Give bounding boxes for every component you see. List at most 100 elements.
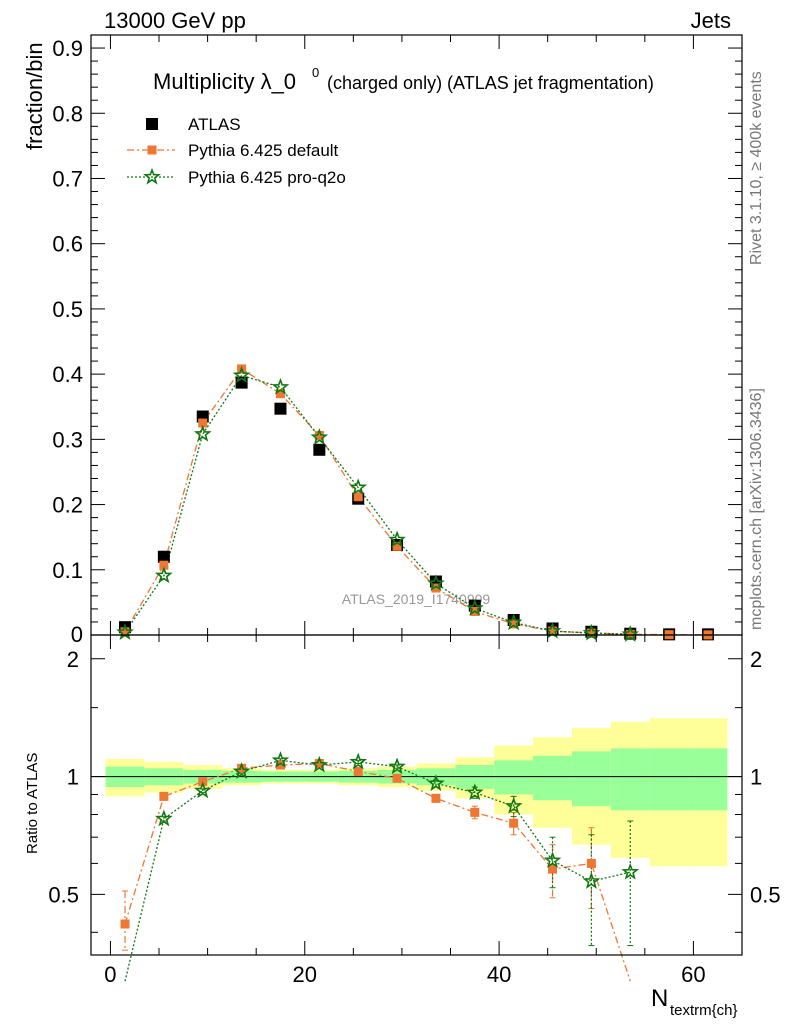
chart-title: Multiplicity λ_0 0 (charged only) (ATLAS… — [153, 65, 654, 94]
main-y-tick-label: 0.9 — [52, 36, 83, 61]
legend-marker-2 — [143, 167, 161, 185]
main-data-point-1 — [314, 430, 324, 440]
main-data-point-1 — [392, 541, 402, 551]
ratio-data-point-0 — [120, 919, 130, 929]
main-series-line-1 — [124, 368, 709, 636]
ratio-data-point-0 — [237, 763, 247, 773]
main-data-point-1 — [159, 560, 169, 570]
ratio-y-tick-label-left: 0.5 — [48, 882, 79, 907]
main-y-tick-label: 0.5 — [52, 297, 83, 322]
main-data-point-2 — [155, 566, 173, 584]
main-data-point-2 — [232, 366, 251, 383]
main-data-point-1 — [120, 627, 130, 637]
ratio-data-point-0 — [470, 807, 480, 817]
main-y-zero-label: 0 — [71, 622, 83, 647]
x-tick-label: 0 — [104, 962, 116, 987]
main-data-point-1 — [509, 619, 519, 629]
ratio-data-point-0 — [275, 760, 285, 770]
ratio-uncertainty-bands — [91, 718, 742, 867]
ratio-data-point-1 — [232, 762, 251, 780]
x-tick-label: 20 — [293, 962, 317, 987]
ratio-y-tick-label-left: 1 — [67, 765, 79, 790]
main-y-tick-label: 0.6 — [52, 232, 83, 257]
x-axis-label-subscript: textrm{ch} — [670, 1002, 738, 1019]
main-data-point-1 — [431, 583, 441, 593]
ratio-data-point-1 — [310, 755, 329, 773]
ratio-data-point-1 — [504, 796, 523, 814]
main-y-tick-label: 0.4 — [52, 362, 83, 387]
axes: 0 20 40 600.10.20.30.40.50.60.70.80.900.5 0.… — [48, 34, 781, 987]
main-y-tick-label: 0.2 — [52, 493, 83, 518]
x-tick-label: 40 — [487, 962, 511, 987]
inner-band-bin — [533, 755, 572, 801]
ratio-data-point-1 — [349, 752, 368, 770]
ratio-data-point-0 — [314, 758, 324, 768]
main-data-point-2 — [193, 424, 212, 442]
legend-marker-1 — [147, 145, 157, 155]
ratio-data-point-1 — [271, 751, 290, 768]
ratio-y-axis-label: Ratio to ATLAS — [24, 753, 41, 854]
ratio-data-point-1 — [582, 871, 601, 889]
ratio-plot-frame — [90, 634, 743, 956]
ratio-data-point-1 — [543, 851, 562, 869]
chart-title-superscript: 0 — [312, 65, 319, 80]
series-lines — [122, 368, 709, 982]
inner-band-bin — [649, 748, 689, 811]
ratio-data-point-0 — [159, 791, 169, 801]
ratio-y-tick-label-right: 2 — [750, 647, 762, 672]
chart-title-rest: (charged only) (ATLAS jet fragmentation) — [327, 73, 654, 93]
main-data-point-2 — [621, 625, 640, 642]
legend-marker-0 — [146, 118, 158, 130]
main-data-point-1 — [625, 629, 635, 639]
ratio-series-line-0 — [124, 762, 631, 982]
ratio-y-tick-label-left: 2 — [67, 647, 79, 672]
main-data-point-1 — [275, 389, 285, 399]
ratio-data-point-0 — [548, 864, 558, 874]
ratio-data-point-1 — [388, 757, 406, 775]
ratio-data-point-1 — [621, 862, 640, 880]
legend-label-2: Pythia 6.425 pro-q2o — [188, 168, 346, 187]
main-y-tick-label: 0.8 — [52, 101, 83, 126]
main-data-point-1 — [586, 628, 596, 638]
legend-label-1: Pythia 6.425 default — [188, 141, 339, 160]
ratio-data-point-1 — [155, 809, 173, 827]
main-data-point-2 — [388, 530, 406, 548]
main-data-point-2 — [465, 598, 484, 616]
mcplots-label: mcplots.cern.ch [arXiv:1306.3436] — [748, 388, 765, 630]
main-data-point-1 — [353, 492, 363, 502]
ratio-y-tick-label-right: 1 — [750, 765, 762, 790]
chart-title-main: Multiplicity λ_0 — [153, 69, 296, 94]
ratio-data-point-0 — [509, 818, 519, 828]
main-data-point-2 — [310, 428, 329, 445]
rivet-version-label: Rivet 3.1.10, ≥ 400k events — [748, 71, 765, 265]
main-data-point-2 — [271, 377, 290, 395]
ratio-data-point-0 — [586, 858, 596, 868]
ratio-y-tick-label-right: 0.5 — [750, 882, 781, 907]
ratio-data-point-0 — [392, 773, 402, 783]
header-jets-label: Jets — [691, 8, 731, 33]
ratio-data-point-0 — [353, 767, 363, 777]
main-data-point-0 — [157, 550, 170, 563]
analysis-watermark: ATLAS_2019_I1740909 — [342, 591, 491, 607]
header-energy-label: 13000 GeV pp — [104, 8, 246, 33]
main-data-point-2 — [349, 478, 368, 496]
inner-band-bin — [610, 748, 650, 811]
inner-band-bin — [688, 748, 728, 811]
ratio-data-point-1 — [193, 781, 212, 799]
ratio-data-point-1 — [465, 783, 484, 801]
legend-label-0: ATLAS — [188, 115, 241, 134]
main-data-point-0 — [274, 402, 287, 415]
ratio-data-point-0 — [431, 793, 441, 803]
inner-band-bin — [494, 760, 534, 795]
main-data-point-0 — [313, 443, 326, 456]
main-y-tick-label: 0.3 — [52, 427, 83, 452]
ratio-series-line-1 — [124, 759, 631, 982]
main-y-axis-label: fraction/bin — [22, 42, 47, 150]
inner-band-bin — [571, 751, 611, 807]
x-axis-label: N textrm{ch} — [651, 985, 738, 1019]
main-data-point-2 — [427, 574, 445, 591]
main-data-point-2 — [504, 613, 523, 631]
legend: ATLAS Pythia 6.425 default Pythia 6.425 pr… — [127, 115, 346, 187]
